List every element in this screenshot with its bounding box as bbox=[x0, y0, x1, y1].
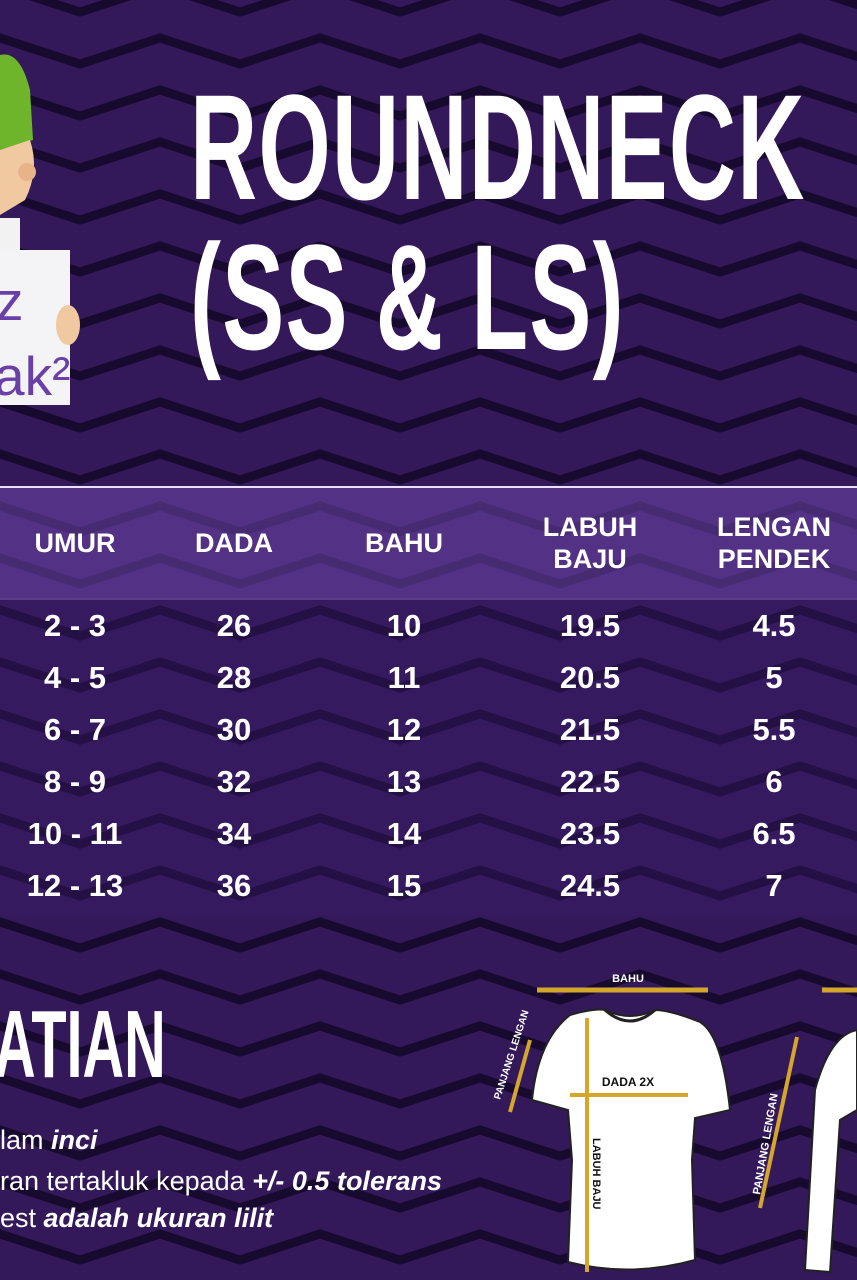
table-cell: 24.5 bbox=[559, 868, 621, 903]
note-emphasis: adalah ukuran lilit bbox=[43, 1203, 274, 1233]
table-cell: 15 bbox=[386, 868, 422, 903]
label-dada: DADA 2X bbox=[602, 1075, 654, 1089]
panjang-lengan-ss-line bbox=[508, 1039, 532, 1113]
table-cell: 10 bbox=[386, 608, 422, 643]
table-cell: 26 bbox=[216, 608, 252, 643]
panjang-lengan-ls-line bbox=[758, 1036, 799, 1209]
table-cell: 13 bbox=[386, 764, 422, 799]
zigzag-stripe bbox=[0, 813, 857, 849]
table-cell: 4 - 5 bbox=[43, 660, 107, 695]
note-2: ran tertakluk kepada +/- 0.5 tolerans bbox=[0, 1166, 442, 1197]
header-labuh-baju: LABUH BAJU bbox=[542, 512, 638, 574]
zigzag-stripe bbox=[0, 969, 857, 1005]
note-text: est bbox=[0, 1203, 44, 1233]
title-line-1: ROUNDNECK bbox=[190, 63, 806, 231]
table-cell: 6.5 bbox=[752, 816, 796, 851]
zigzag-stripe bbox=[0, 761, 857, 797]
zigzag-stripe bbox=[0, 605, 857, 641]
table-body: 2 - 3 26 10 19.5 4.5 4 - 5 28 11 20.5 5 6 - 7 30 12 2… bbox=[0, 598, 857, 916]
zigzag-stripe bbox=[0, 1229, 857, 1265]
header-lengan-pendek: LENGAN PENDEK bbox=[717, 512, 831, 574]
label-labuh-baju: LABUH BAJU bbox=[590, 1138, 602, 1210]
table-cell: 22.5 bbox=[559, 764, 621, 799]
table-cell: 7 bbox=[765, 868, 783, 903]
table-cell: 19.5 bbox=[559, 608, 621, 643]
zigzag-stripe bbox=[0, 241, 857, 277]
table-cell: 10 - 11 bbox=[27, 816, 123, 851]
table-cell: 2 - 3 bbox=[43, 608, 107, 643]
zigzag-stripe bbox=[0, 657, 857, 693]
zigzag-stripe bbox=[0, 397, 857, 433]
header-dada: DADA bbox=[195, 528, 273, 558]
note-emphasis: inci bbox=[51, 1125, 98, 1155]
note-1: lam inci bbox=[0, 1125, 98, 1156]
zigzag-stripe bbox=[0, 865, 857, 901]
table-cell: 34 bbox=[216, 816, 252, 851]
table-cell: 14 bbox=[386, 816, 422, 851]
zigzag-stripe bbox=[0, 1125, 857, 1161]
notes-title: ATIAN bbox=[0, 991, 166, 1098]
label-bahu: BAHU bbox=[612, 973, 644, 985]
table-cell: 11 bbox=[387, 660, 421, 695]
svg-text:z: z bbox=[0, 270, 24, 332]
zigzag-stripe bbox=[0, 33, 857, 69]
header-bahu: BAHU bbox=[365, 528, 443, 558]
long-sleeve-shirt bbox=[803, 1028, 857, 1274]
table-cell: 12 - 13 bbox=[26, 868, 124, 903]
zigzag-stripe bbox=[0, 345, 857, 381]
table-cell: 20.5 bbox=[559, 660, 621, 695]
zigzag-stripe bbox=[0, 1177, 857, 1213]
table-cell: 4.5 bbox=[752, 608, 796, 643]
note-3: est adalah ukuran lilit bbox=[0, 1203, 273, 1234]
size-table: UMUR DADA BAHU LABUH BAJU LENGAN PENDEK … bbox=[0, 486, 857, 916]
title-line-2: (SS & LS) bbox=[190, 213, 625, 381]
note-emphasis: +/- 0.5 tolerans bbox=[252, 1166, 442, 1196]
table-cell: 12 bbox=[386, 712, 422, 747]
zigzag-stripe bbox=[28, 0, 857, 17]
mascot-illustration: z ak² bbox=[0, 54, 80, 407]
zigzag-stripe bbox=[0, 293, 857, 329]
table-cell: 6 bbox=[765, 764, 783, 799]
short-sleeve-shirt bbox=[530, 1008, 732, 1271]
table-cell: 8 - 9 bbox=[43, 764, 107, 799]
zigzag-stripe bbox=[0, 137, 857, 173]
zigzag-stripe bbox=[0, 917, 857, 953]
zigzag-stripe bbox=[0, 449, 857, 485]
table-cell: 5 bbox=[765, 660, 783, 695]
table-header: UMUR DADA BAHU LABUH BAJU LENGAN PENDEK bbox=[0, 486, 857, 600]
table-cell: 30 bbox=[216, 712, 252, 747]
table-cell: 23.5 bbox=[559, 816, 621, 851]
note-text: lam bbox=[0, 1125, 52, 1155]
table-cell: 36 bbox=[216, 868, 252, 903]
table-cell: 5.5 bbox=[752, 712, 796, 747]
table-cell: 21.5 bbox=[559, 712, 621, 747]
table-cell: 32 bbox=[216, 764, 252, 799]
zigzag-stripe bbox=[0, 85, 857, 121]
table-cell: 28 bbox=[216, 660, 252, 695]
zigzag-stripe bbox=[0, 709, 857, 745]
note-text: ran tertakluk kepada bbox=[0, 1166, 253, 1196]
zigzag-stripe bbox=[0, 189, 857, 225]
svg-text:ak²: ak² bbox=[0, 345, 70, 407]
table-cell: 6 - 7 bbox=[43, 712, 107, 747]
header-umur: UMUR bbox=[34, 528, 116, 558]
shirt-measurement-diagram: BAHU DADA 2X LABUH BAJU PANJANG LENGAN P… bbox=[492, 973, 857, 1274]
